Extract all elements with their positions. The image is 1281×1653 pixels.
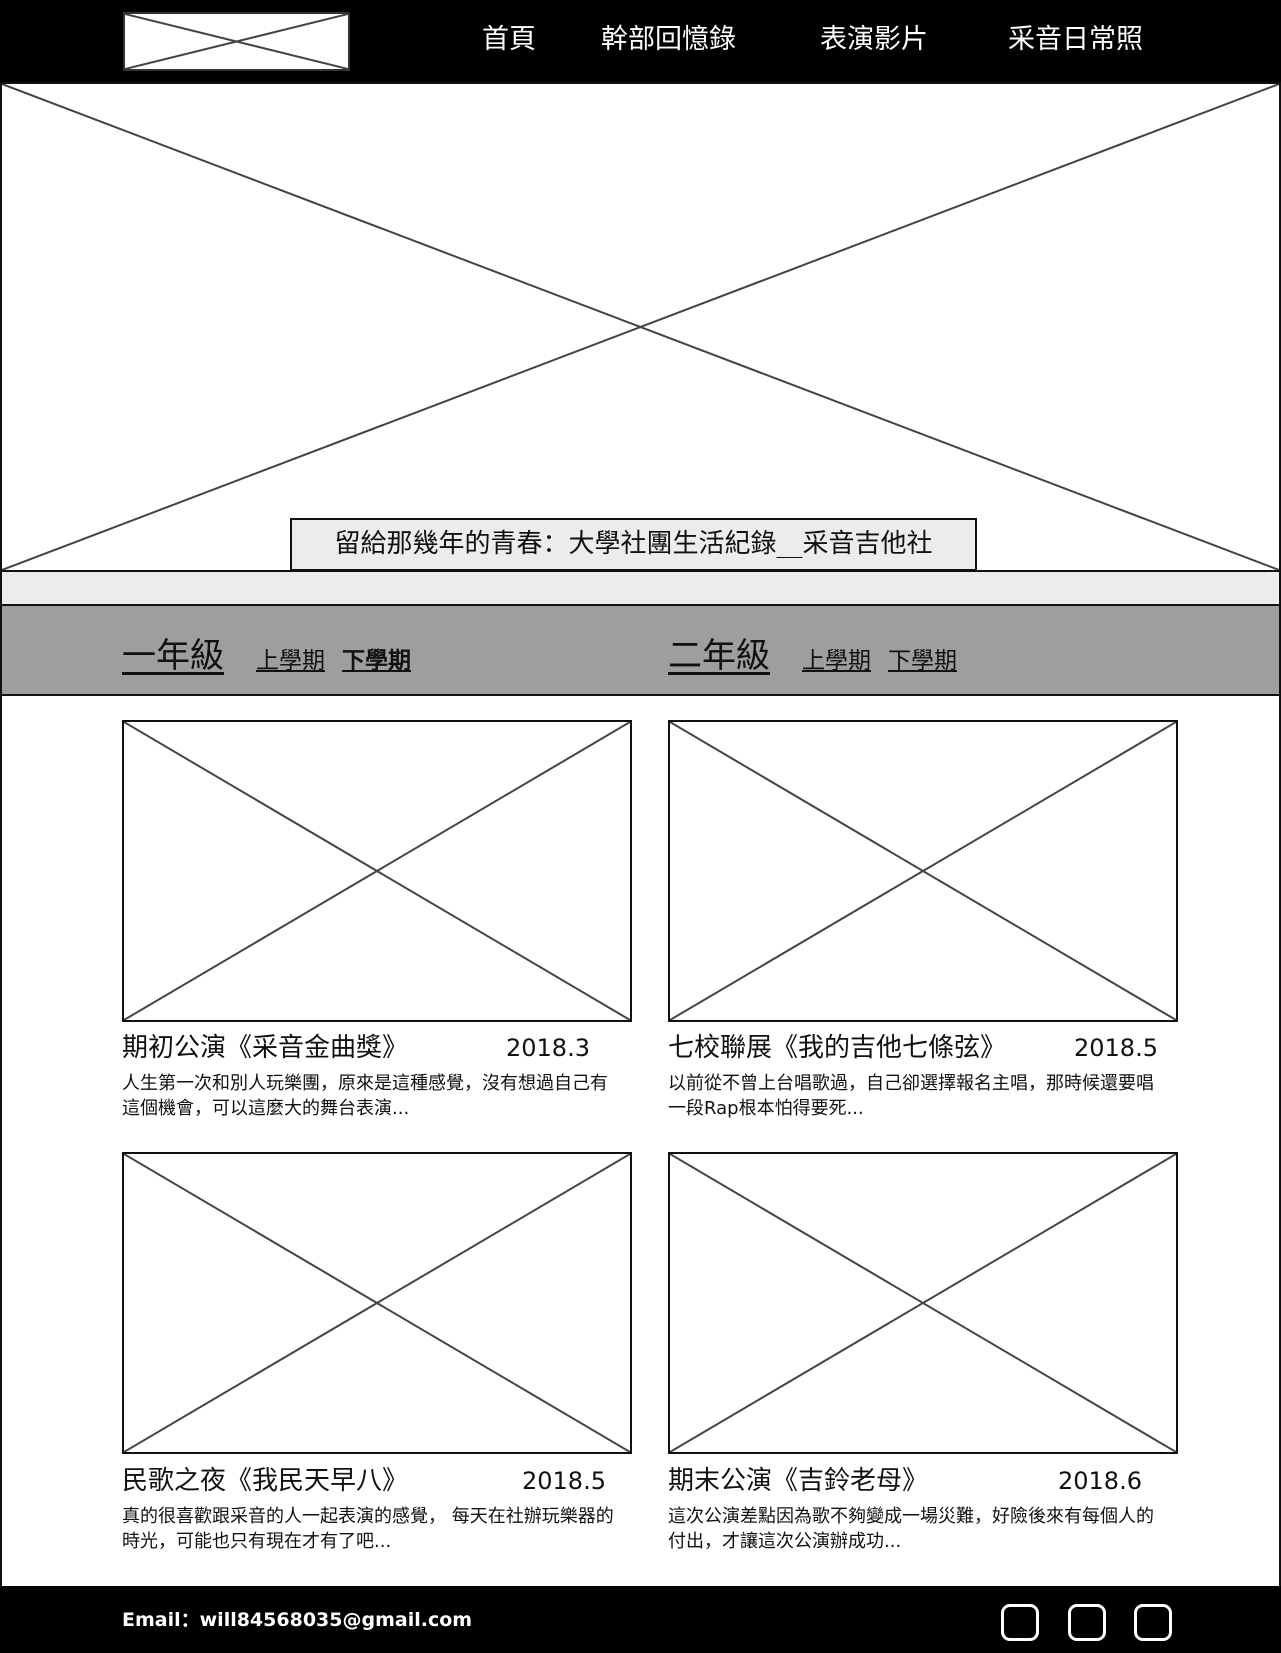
nav-daily-photos[interactable]: 采音日常照 [1008,24,1143,55]
hero-caption: 留給那幾年的青春：大學社團生活紀錄__采音吉他社 [290,518,977,571]
card-date: 2018.3 [506,1034,590,1062]
card-date: 2018.5 [1074,1034,1158,1062]
image-placeholder-icon [125,14,348,69]
year-2-first-semester-link[interactable]: 上學期 [802,648,871,674]
card-description: 真的很喜歡跟采音的人一起表演的感覺， 每天在社辦玩樂器的時光，可能也只有現在才有… [122,1506,614,1552]
year-1-link[interactable]: 一年級 [122,636,224,676]
card-image[interactable] [122,1152,632,1454]
card-title[interactable]: 期末公演《吉鈴老母》 [668,1466,929,1496]
nav-officer-memoirs[interactable]: 幹部回憶錄 [601,24,736,55]
card-title[interactable]: 七校聯展《我的吉他七條弦》 [668,1033,1007,1063]
footer-email[interactable]: Email：will84568035@gmail.com [122,1609,473,1631]
card-title[interactable]: 期初公演《采音金曲獎》 [122,1033,409,1063]
main-content [0,696,1281,1586]
card-description: 人生第一次和別人玩樂團，原來是這種感覺，沒有想過自己有這個機會，可以這麼大的舞台… [122,1073,608,1119]
card-image[interactable] [668,720,1178,1022]
image-placeholder-icon [124,722,630,1020]
image-placeholder-icon [670,722,1176,1020]
social-icon[interactable] [1001,1604,1039,1641]
card-image[interactable] [122,720,632,1022]
year-1-first-semester-link[interactable]: 上學期 [256,648,325,674]
year-filter-bar [0,604,1281,696]
nav-performance-videos[interactable]: 表演影片 [820,24,928,55]
card-image[interactable] [668,1152,1178,1454]
hero-banner-image [0,82,1281,572]
year-1-second-semester-link[interactable]: 下學期 [342,647,411,674]
image-placeholder-icon [124,1154,630,1452]
social-icon[interactable] [1134,1604,1172,1641]
year-2-link[interactable]: 二年級 [668,636,770,676]
card-date: 2018.6 [1058,1467,1142,1495]
card-date: 2018.5 [522,1467,606,1495]
footer-bar [0,1586,1281,1653]
logo-placeholder[interactable] [123,12,350,71]
nav-home[interactable]: 首頁 [482,24,536,55]
card-title[interactable]: 民歌之夜《我民天早八》 [122,1466,409,1496]
image-placeholder-icon [670,1154,1176,1452]
divider-strip [0,572,1281,604]
card-description: 這次公演差點因為歌不夠變成一場災難，好險後來有每個人的付出，才讓這次公演辦成功.… [668,1506,1154,1552]
year-2-second-semester-link[interactable]: 下學期 [888,648,957,674]
social-icon[interactable] [1068,1604,1106,1641]
card-description: 以前從不曾上台唱歌過，自己卻選擇報名主唱，那時候還要唱一段Rap根本怕得要死..… [668,1073,1154,1119]
image-placeholder-icon [2,84,1279,570]
